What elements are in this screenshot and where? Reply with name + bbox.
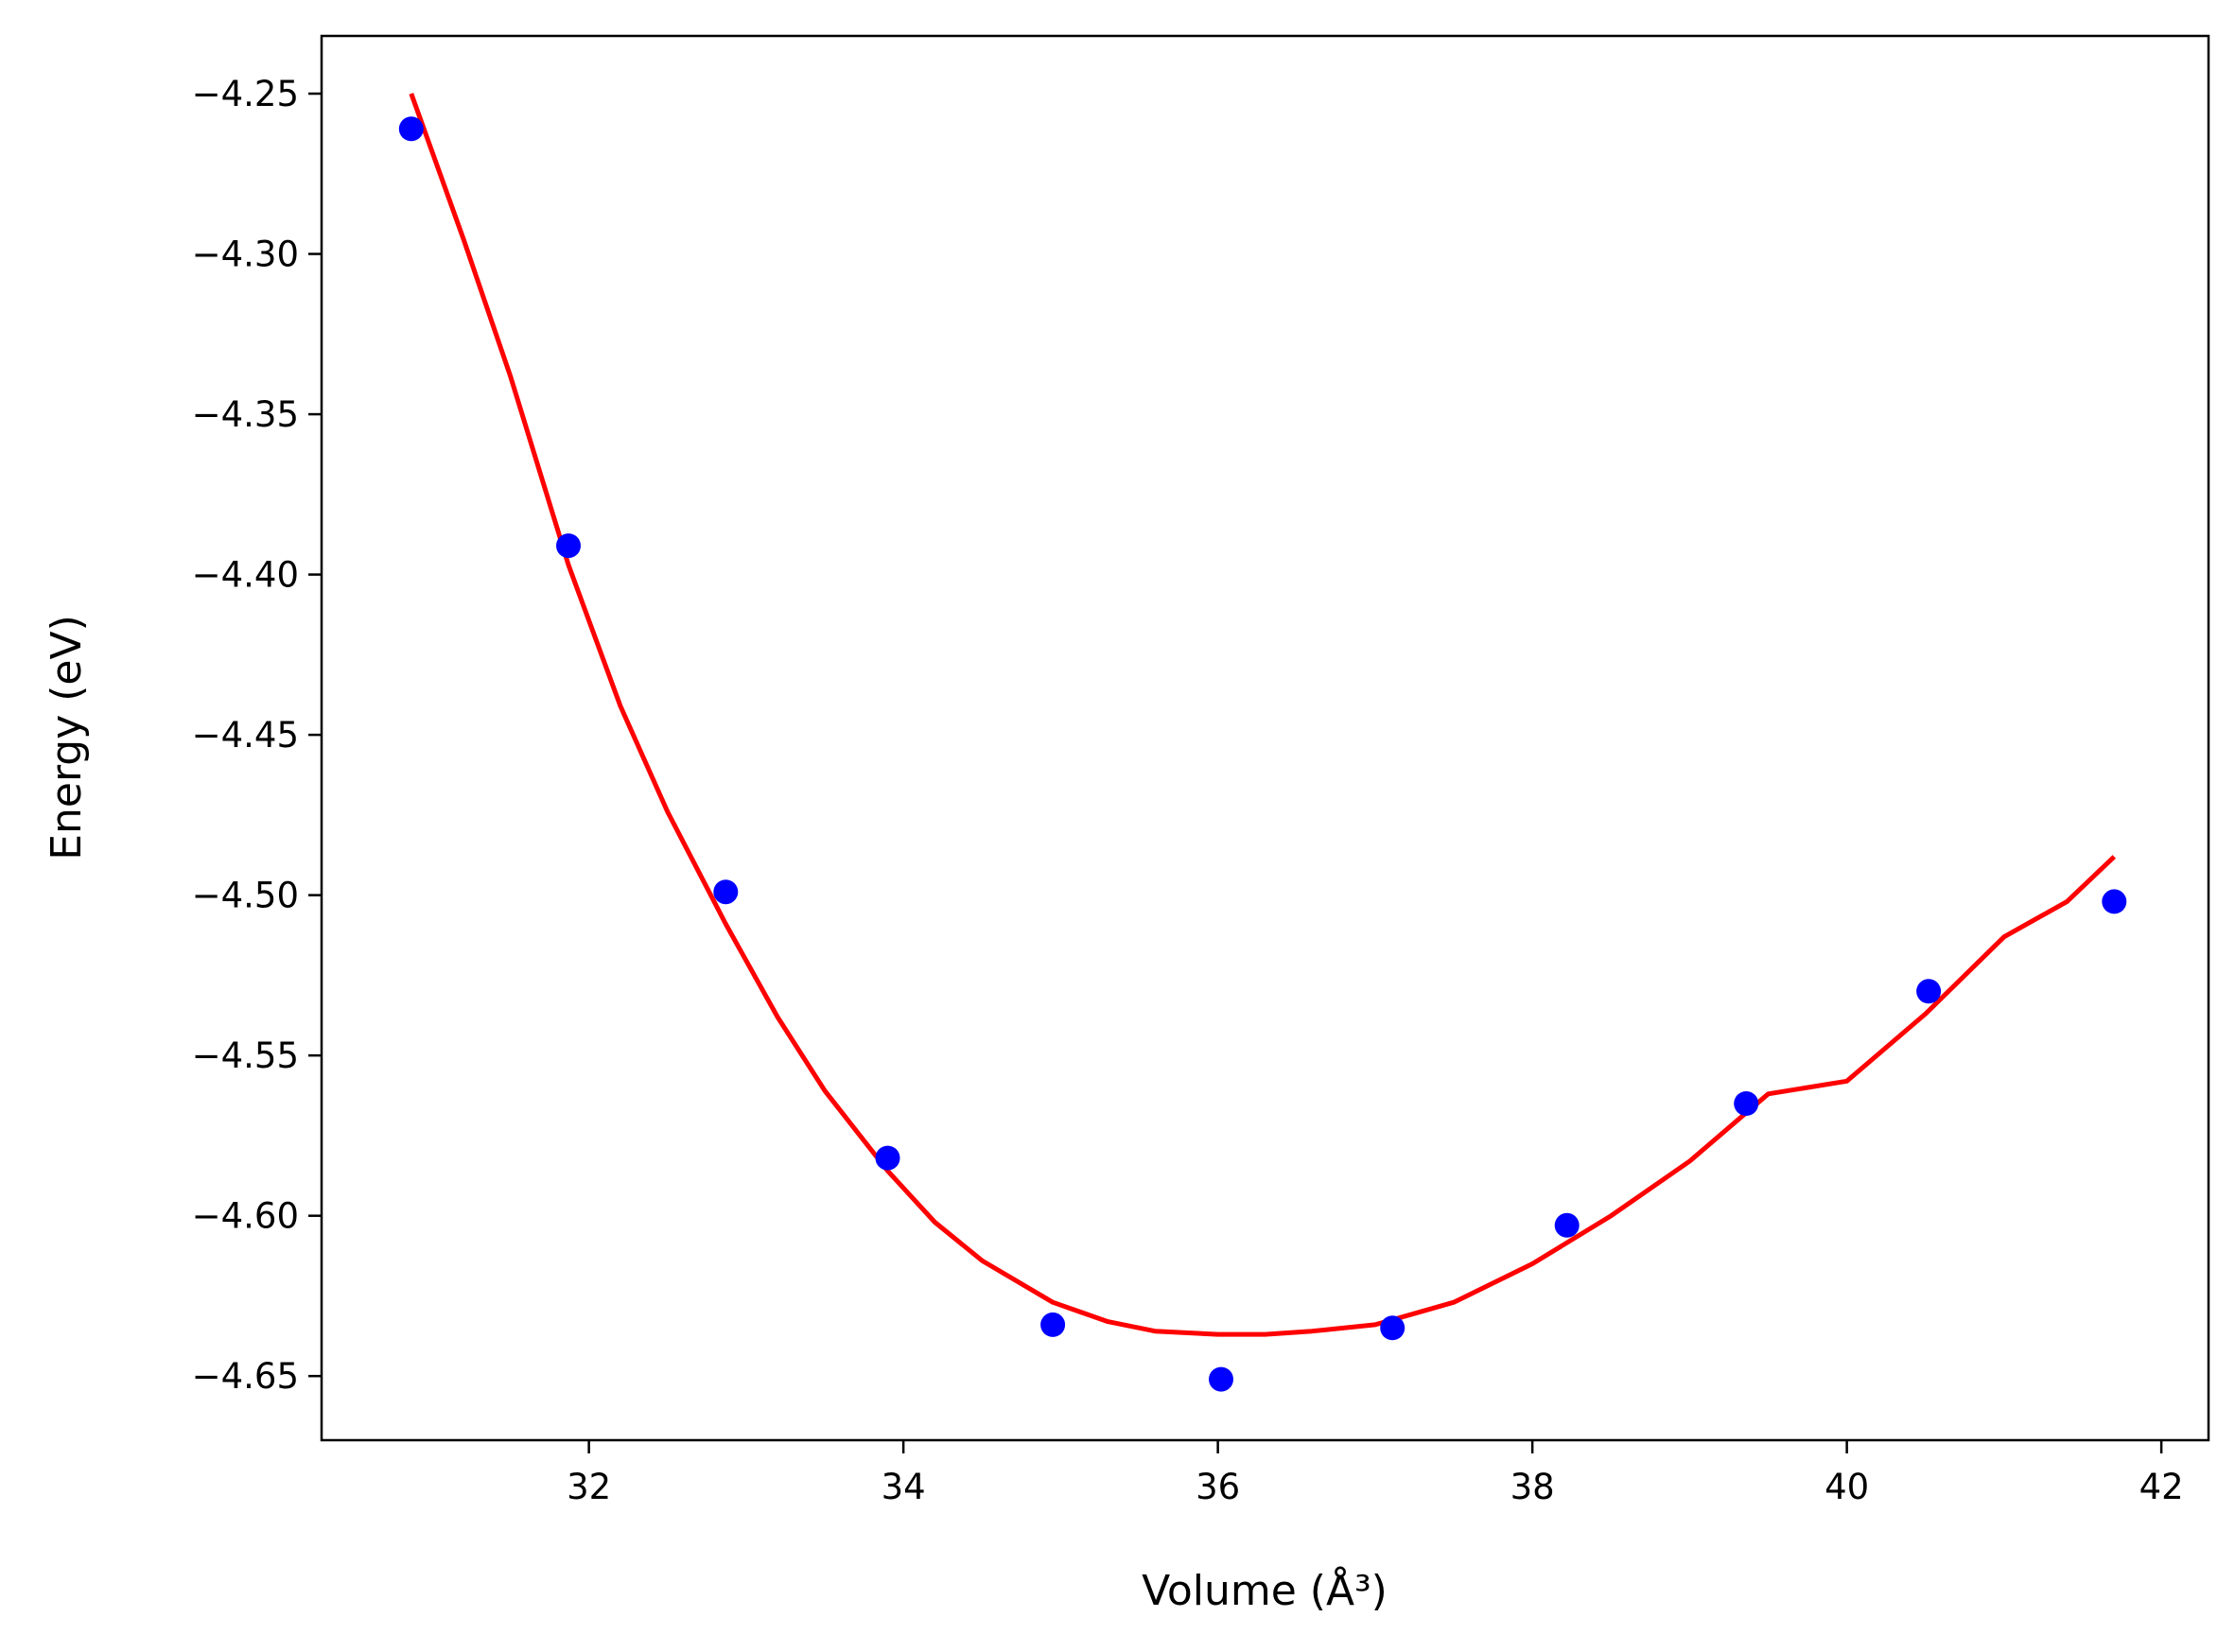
x-axis-ticks: 32 34 36 38 40 42 — [567, 1440, 2184, 1507]
data-point — [1916, 979, 1942, 1004]
y-tick-label: −4.65 — [192, 1356, 299, 1397]
y-tick-label: −4.40 — [192, 555, 299, 596]
x-tick-label: 34 — [882, 1467, 926, 1507]
x-tick-label: 38 — [1510, 1467, 1555, 1507]
y-tick-label: −4.55 — [192, 1035, 299, 1076]
data-point — [1554, 1212, 1580, 1238]
y-tick-label: −4.30 — [192, 235, 299, 275]
data-point — [1734, 1091, 1759, 1116]
x-tick-label: 42 — [2139, 1467, 2184, 1507]
y-tick-label: −4.60 — [192, 1196, 299, 1237]
data-point — [2102, 889, 2127, 914]
x-tick-label: 36 — [1196, 1467, 1240, 1507]
y-tick-label: −4.50 — [192, 876, 299, 916]
y-tick-label: −4.25 — [192, 74, 299, 114]
fit-curve — [409, 93, 2117, 1337]
data-point — [1040, 1312, 1066, 1337]
x-axis-label: Volume (Å³) — [1142, 1565, 1388, 1615]
data-point — [398, 116, 424, 142]
data-point — [713, 879, 739, 905]
data-point — [1209, 1366, 1233, 1392]
y-axis-ticks: −4.25 −4.30 −4.35 −4.40 −4.45 −4.50 −4.55 −4.60… — [192, 74, 322, 1397]
x-tick-label: 32 — [567, 1467, 611, 1507]
x-tick-label: 40 — [1825, 1467, 1869, 1507]
plot-frame — [320, 34, 2210, 1442]
y-tick-label: −4.35 — [192, 394, 299, 435]
data-point — [1380, 1315, 1406, 1341]
fit-curve-layer — [409, 93, 2117, 1337]
data-points-layer — [398, 116, 2127, 1392]
y-tick-label: −4.45 — [192, 715, 299, 756]
data-point — [556, 533, 581, 559]
data-point — [875, 1145, 900, 1171]
y-axis-label: Energy (eV) — [43, 615, 91, 861]
